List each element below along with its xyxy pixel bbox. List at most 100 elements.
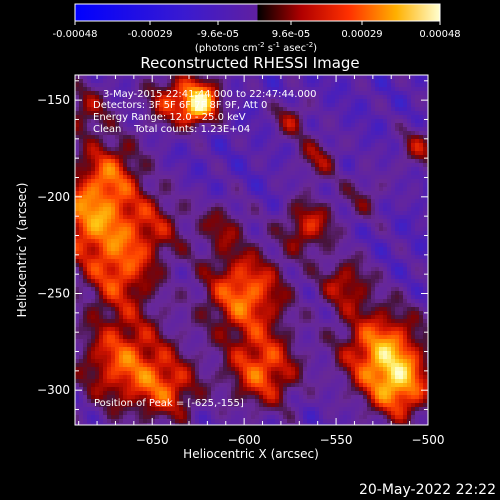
heatmap-cell <box>255 175 260 180</box>
heatmap-cell <box>355 131 360 136</box>
heatmap-cell <box>175 243 180 248</box>
heatmap-cell <box>275 139 280 144</box>
heatmap-cell <box>127 191 132 196</box>
heatmap-cell <box>235 227 240 232</box>
heatmap-cell <box>91 115 96 120</box>
heatmap-cell <box>235 259 240 264</box>
heatmap-cell <box>187 95 192 100</box>
heatmap-cell <box>267 147 272 152</box>
heatmap-cell <box>135 267 140 272</box>
heatmap-cell <box>367 135 372 140</box>
heatmap-cell <box>383 227 388 232</box>
heatmap-cell <box>347 175 352 180</box>
heatmap-cell <box>239 159 244 164</box>
heatmap-cell <box>359 219 364 224</box>
heatmap-cell <box>135 95 140 100</box>
heatmap-cell <box>259 207 264 212</box>
heatmap-cell <box>287 139 292 144</box>
heatmap-cell <box>363 279 368 284</box>
heatmap-cell <box>303 199 308 204</box>
heatmap-cell <box>219 135 224 140</box>
heatmap-cell <box>343 227 348 232</box>
heatmap-cell <box>163 179 168 184</box>
heatmap-cell <box>107 203 112 208</box>
heatmap-cell <box>119 195 124 200</box>
heatmap-cell <box>267 187 272 192</box>
heatmap-cell <box>327 143 332 148</box>
heatmap-cell <box>243 243 248 248</box>
heatmap-cell <box>315 167 320 172</box>
heatmap-cell <box>319 195 324 200</box>
heatmap-cell <box>255 87 260 92</box>
heatmap-cell <box>107 115 112 120</box>
heatmap-cell <box>403 87 408 92</box>
heatmap-cell <box>199 79 204 84</box>
heatmap-cell <box>179 247 184 252</box>
heatmap-cell <box>379 291 384 296</box>
heatmap-cell <box>255 99 260 104</box>
heatmap-cell <box>259 199 264 204</box>
heatmap-cell <box>119 91 124 96</box>
heatmap-cell <box>263 295 268 300</box>
heatmap-cell <box>103 179 108 184</box>
heatmap-cell <box>155 263 160 268</box>
heatmap-cell <box>311 247 316 252</box>
heatmap-cell <box>391 239 396 244</box>
heatmap-cell <box>95 259 100 264</box>
heatmap-cell <box>163 271 168 276</box>
heatmap-cell <box>199 91 204 96</box>
heatmap-cell <box>375 199 380 204</box>
heatmap-cell <box>207 211 212 216</box>
heatmap-cell <box>83 271 88 276</box>
heatmap-cell <box>199 295 204 300</box>
heatmap-cell <box>327 91 332 96</box>
heatmap-cell <box>95 195 100 200</box>
heatmap-cell <box>295 115 300 120</box>
heatmap-cell <box>127 119 132 124</box>
heatmap-cell <box>223 135 228 140</box>
heatmap-cell <box>379 287 384 292</box>
heatmap-cell <box>135 223 140 228</box>
heatmap-cell <box>335 115 340 120</box>
heatmap-cell <box>151 231 156 236</box>
heatmap-cell <box>331 243 336 248</box>
heatmap-cell <box>331 279 336 284</box>
heatmap-cell <box>99 215 104 220</box>
heatmap-cell <box>183 115 188 120</box>
heatmap-cell <box>347 119 352 124</box>
heatmap-cell <box>119 111 124 116</box>
heatmap-cell <box>419 283 424 288</box>
heatmap-cell <box>99 179 104 184</box>
heatmap-cell <box>383 195 388 200</box>
heatmap-cell <box>211 159 216 164</box>
heatmap-cell <box>75 87 80 92</box>
heatmap-cell <box>379 163 384 168</box>
heatmap-cell <box>235 179 240 184</box>
heatmap-cell <box>207 283 212 288</box>
heatmap-cell <box>139 155 144 160</box>
heatmap-cell <box>83 75 88 80</box>
heatmap-cell <box>247 175 252 180</box>
heatmap-cell <box>255 159 260 164</box>
heatmap-cell <box>271 111 276 116</box>
heatmap-cell <box>107 123 112 128</box>
heatmap-cell <box>75 135 80 140</box>
heatmap-cell <box>203 91 208 96</box>
heatmap-cell <box>75 143 80 148</box>
heatmap-cell <box>231 287 236 292</box>
heatmap-cell <box>103 151 108 156</box>
heatmap-cell <box>415 179 420 184</box>
heatmap-cell <box>399 103 404 108</box>
heatmap-cell <box>415 215 420 220</box>
heatmap-cell <box>223 187 228 192</box>
heatmap-cell <box>259 211 264 216</box>
heatmap-cell <box>75 227 80 232</box>
heatmap-cell <box>95 227 100 232</box>
heatmap-cell <box>83 127 88 132</box>
heatmap-cell <box>315 139 320 144</box>
heatmap-cell <box>295 203 300 208</box>
heatmap-cell <box>171 107 176 112</box>
heatmap-cell <box>91 135 96 140</box>
heatmap-cell <box>279 187 284 192</box>
heatmap-cell <box>415 111 420 116</box>
